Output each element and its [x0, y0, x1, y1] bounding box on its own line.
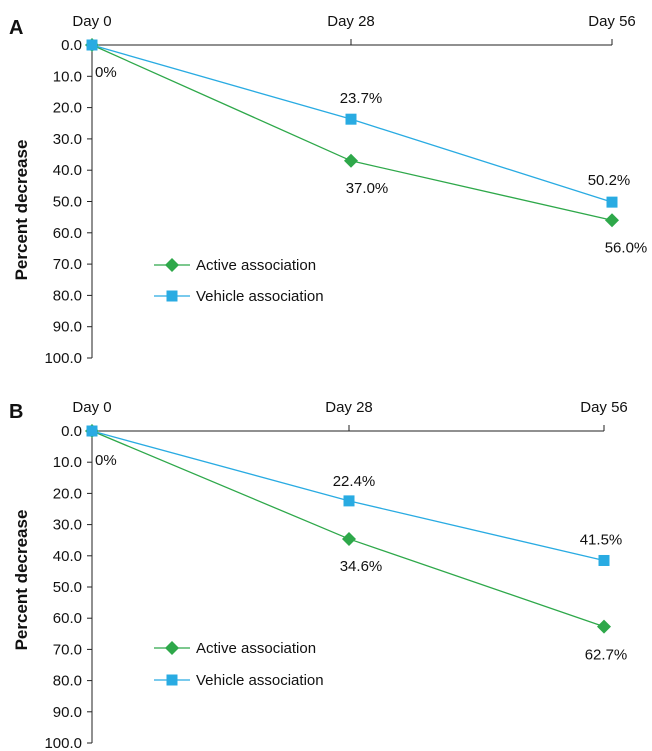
legend-label-active: Active association: [196, 640, 316, 657]
y-tick-label: 100.0: [44, 350, 82, 367]
y-tick-label: 90.0: [53, 704, 82, 721]
data-label: 22.4%: [333, 473, 376, 490]
y-tick-label: 20.0: [53, 485, 82, 502]
y-tick-label: 10.0: [53, 454, 82, 471]
legend-label-vehicle: Vehicle association: [196, 672, 324, 689]
data-label: 41.5%: [580, 531, 623, 548]
y-tick-label: 40.0: [53, 162, 82, 179]
data-label: 34.6%: [340, 558, 383, 575]
data-point-vehicle: [345, 113, 357, 125]
y-tick-label: 0.0: [61, 423, 82, 440]
y-tick-label: 100.0: [44, 735, 82, 751]
data-label: 0%: [95, 64, 117, 81]
series-line-active: [91, 430, 605, 628]
y-tick-label: 60.0: [53, 225, 82, 242]
y-tick-label: 70.0: [53, 256, 82, 273]
data-point-vehicle: [86, 425, 98, 437]
data-point-active: [605, 213, 619, 228]
data-point-vehicle: [598, 554, 610, 566]
x-tick-label: Day 56: [580, 399, 628, 416]
x-tick-label: Day 0: [72, 399, 111, 416]
panel-letter: B: [9, 401, 23, 423]
legend-label-vehicle: Vehicle association: [196, 288, 324, 305]
y-tick-label: 70.0: [53, 641, 82, 658]
legend-label-active: Active association: [196, 257, 316, 274]
y-tick-label: 80.0: [53, 287, 82, 304]
data-label: 0%: [95, 452, 117, 469]
data-label: 50.2%: [588, 172, 631, 189]
y-tick-label: 60.0: [53, 610, 82, 627]
y-axis-title: Percent decrease: [12, 140, 31, 281]
data-point-active: [342, 531, 356, 546]
legend-marker-vehicle: [166, 290, 178, 302]
data-point-vehicle: [606, 196, 618, 208]
y-tick-label: 50.0: [53, 194, 82, 211]
legend-marker-vehicle: [166, 674, 178, 686]
legend-marker-active: [165, 641, 179, 655]
data-point-active: [597, 619, 611, 634]
y-tick-label: 50.0: [53, 579, 82, 596]
y-tick-label: 10.0: [53, 68, 82, 85]
legend-marker-active: [165, 258, 179, 272]
y-tick-label: 90.0: [53, 319, 82, 336]
data-label: 37.0%: [346, 180, 389, 197]
data-label: 23.7%: [340, 90, 383, 107]
y-axis-title: Percent decrease: [12, 510, 31, 651]
y-tick-label: 30.0: [53, 517, 82, 534]
y-tick-label: 80.0: [53, 673, 82, 690]
data-label: 62.7%: [585, 647, 628, 664]
x-tick-label: Day 28: [327, 13, 375, 30]
data-point-vehicle: [343, 495, 355, 507]
y-tick-label: 20.0: [53, 100, 82, 117]
y-tick-label: 40.0: [53, 548, 82, 565]
data-label: 56.0%: [605, 239, 648, 256]
data-point-vehicle: [86, 39, 98, 51]
data-point-active: [344, 153, 358, 168]
x-tick-label: Day 28: [325, 399, 373, 416]
x-tick-label: Day 56: [588, 13, 636, 30]
panel-letter: A: [9, 17, 23, 39]
y-tick-label: 30.0: [53, 131, 82, 148]
x-tick-label: Day 0: [72, 13, 111, 30]
y-tick-label: 0.0: [61, 37, 82, 54]
